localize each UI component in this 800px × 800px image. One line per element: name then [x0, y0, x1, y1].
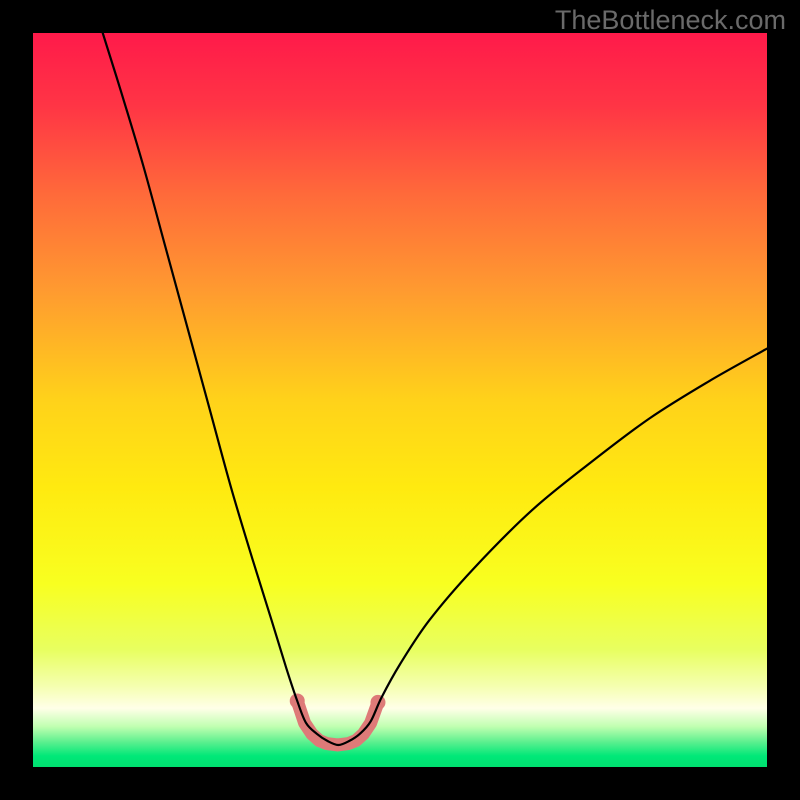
gradient-background — [33, 33, 767, 767]
chart-frame: TheBottleneck.com — [0, 0, 800, 800]
plot-area — [33, 33, 767, 767]
watermark-text: TheBottleneck.com — [555, 5, 786, 36]
plot-svg — [33, 33, 767, 767]
